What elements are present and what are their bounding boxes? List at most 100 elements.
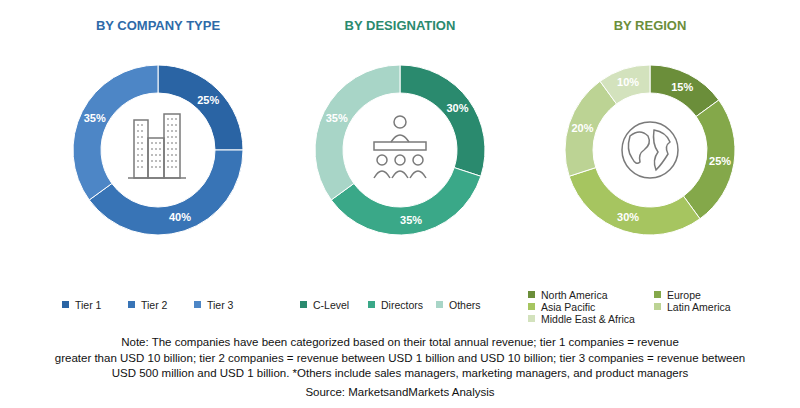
icon-part (151, 167, 161, 168)
legend-marker (300, 301, 307, 308)
legend-label: Tier 1 (75, 299, 102, 311)
legend-label: North America (541, 289, 608, 301)
pie-chart: BY COMPANY TYPE25%40%35%Tier 1Tier 2Tier… (62, 18, 243, 311)
slices: 15%25%30%20%10% (565, 65, 735, 235)
legend: Tier 1 Tier 2 Tier 3 (62, 299, 234, 311)
legend-marker (194, 301, 201, 308)
icon-part (391, 135, 409, 142)
icon-part (151, 149, 161, 150)
data-label: 15% (671, 81, 693, 93)
icon-part (137, 161, 145, 162)
legend-marker (654, 303, 661, 310)
icon-part (394, 116, 406, 128)
icon-part (137, 143, 145, 144)
icon-part (167, 137, 177, 138)
note: greater than USD 10 billion; tier 2 comp… (55, 352, 745, 364)
data-label: 30% (446, 102, 468, 114)
pie-chart: BY REGION15%25%30%20%10%North AmericaEur… (528, 18, 735, 325)
center-icon (622, 122, 678, 178)
icon-part (167, 155, 177, 156)
legend-label: Middle East & Africa (541, 313, 635, 325)
icon-part (137, 167, 145, 168)
legend-marker (528, 291, 535, 298)
slice (73, 65, 158, 200)
legend-label: Directors (381, 299, 423, 311)
data-label: 10% (617, 76, 639, 88)
slices: 30% 35% 35% (315, 65, 485, 235)
icon-part (628, 132, 649, 163)
legend-marker (528, 315, 535, 322)
icon-part (151, 155, 161, 156)
chart-title: BY DESIGNATION (345, 18, 456, 33)
icon-part (167, 161, 177, 162)
icon-part (137, 155, 145, 156)
icon-part (654, 130, 671, 170)
slice (569, 168, 700, 235)
chart-title: BY COMPANY TYPE (96, 18, 221, 33)
slice (315, 65, 400, 200)
legend: North America Europe Asia Pacific Latin Ame… (528, 289, 731, 325)
note: USD 500 million and USD 1 billion. *Othe… (112, 367, 689, 379)
legend-marker (528, 303, 535, 310)
icon-part (374, 142, 426, 150)
legend-marker (368, 301, 375, 308)
icon-part (167, 167, 177, 168)
icon-part (148, 138, 164, 178)
icon-part (167, 149, 177, 150)
icon-part (167, 131, 177, 132)
slices: 25% 40% 35% (73, 65, 243, 235)
icon-part (151, 161, 161, 162)
note: Note: The companies have been categorize… (121, 336, 679, 348)
icon-part (137, 137, 145, 138)
data-label: 35% (400, 214, 422, 226)
center-icon (128, 114, 186, 178)
legend: C-Level Directors Others (300, 299, 481, 311)
legend-label: Tier 2 (141, 299, 168, 311)
icon-part (167, 125, 177, 126)
source: Source: MarketsandMarkets Analysis (305, 386, 494, 398)
data-label: 35% (84, 112, 106, 124)
icon-part (413, 155, 423, 165)
legend-label: C-Level (313, 299, 349, 311)
legend-marker (654, 291, 661, 298)
icon-part (395, 155, 405, 165)
pie-chart: BY DESIGNATION 30% 35% 35% C-Level Directors O… (300, 18, 485, 311)
data-label: 35% (326, 112, 348, 124)
canvas: BY COMPANY TYPE25%40%35%Tier 1Tier 2Tier… (0, 0, 800, 408)
data-label: 40% (169, 211, 191, 223)
icon-part (392, 171, 408, 178)
slice (565, 81, 616, 176)
legend-label: Others (449, 299, 481, 311)
icon-part (134, 120, 148, 178)
icon-part (128, 177, 186, 179)
icon-part (164, 114, 180, 178)
legend-marker (128, 301, 135, 308)
icon-part (377, 155, 387, 165)
slice (600, 65, 650, 104)
slice (331, 168, 481, 235)
slice (400, 65, 485, 176)
slice (684, 100, 735, 219)
icon-part (137, 149, 145, 150)
icon-part (410, 171, 426, 178)
icon-part (167, 119, 177, 120)
legend-marker (436, 301, 443, 308)
icon-part (167, 143, 177, 144)
icon-part (151, 143, 161, 144)
legend-label: Latin America (667, 301, 731, 313)
icon-part (137, 131, 145, 132)
data-label: 25% (709, 155, 731, 167)
data-label: 25% (197, 94, 219, 106)
legend-label: Europe (667, 289, 701, 301)
slice (89, 150, 243, 235)
legend-marker (62, 301, 69, 308)
center-icon (374, 116, 426, 178)
chart-title: BY REGION (614, 18, 687, 33)
icon-part (622, 122, 678, 178)
icon-part (137, 125, 145, 126)
legend-label: Tier 3 (207, 299, 234, 311)
icon-part (374, 171, 390, 178)
slice (158, 65, 243, 150)
legend-label: Asia Pacific (541, 301, 595, 313)
data-label: 20% (571, 122, 593, 134)
